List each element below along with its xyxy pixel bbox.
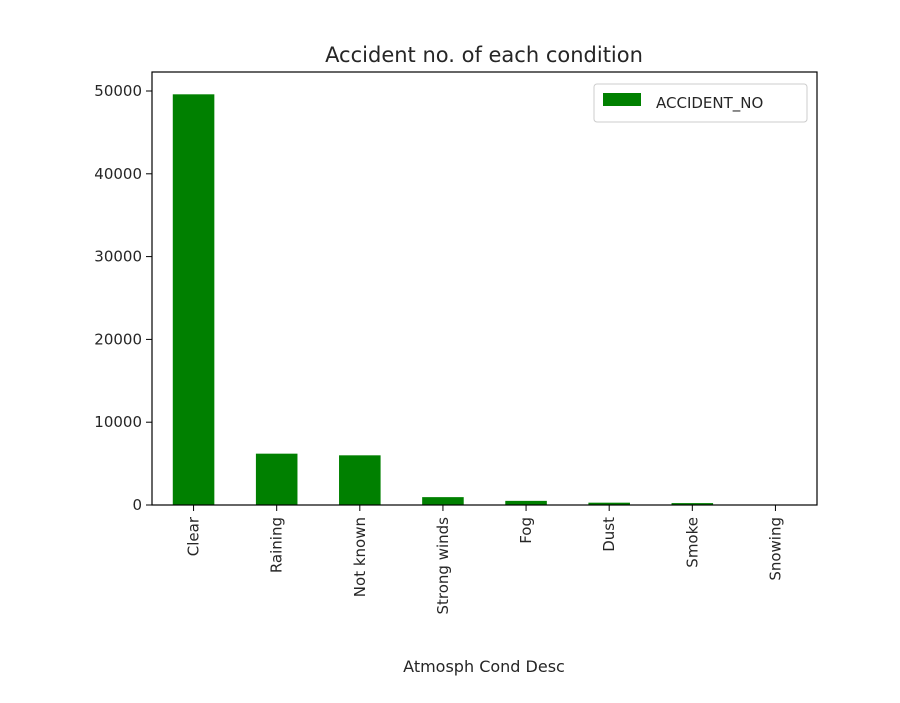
legend-label: ACCIDENT_NO xyxy=(656,94,763,113)
x-axis: Clear Raining Not known Strong winds Fog Dust… xyxy=(185,505,784,615)
bar-smoke xyxy=(671,503,714,505)
chart-title: Accident no. of each condition xyxy=(325,43,643,67)
bars-group xyxy=(172,94,797,505)
y-tick-label: 10000 xyxy=(94,413,142,431)
y-tick-label: 50000 xyxy=(94,82,142,100)
bar-strong-winds xyxy=(422,497,464,505)
x-tick-label: Dust xyxy=(600,517,618,552)
bar-not-known xyxy=(339,455,381,505)
plot-frame xyxy=(151,71,818,506)
x-tick-label: Strong winds xyxy=(434,517,452,615)
x-tick-label: Smoke xyxy=(683,517,701,568)
legend-swatch xyxy=(603,93,641,106)
bar-fog xyxy=(505,500,547,505)
legend-box xyxy=(593,83,808,123)
bar-clear xyxy=(172,94,215,505)
y-tick-label: 40000 xyxy=(94,165,142,183)
y-tick-label: 0 xyxy=(132,496,142,514)
y-axis: 0 10000 20000 30000 40000 50000 xyxy=(94,82,152,514)
x-tick-label: Fog xyxy=(517,517,535,544)
bar-dust xyxy=(588,502,630,505)
x-tick-label: Not known xyxy=(351,517,369,597)
y-tick-label: 30000 xyxy=(94,248,142,266)
bar-raining xyxy=(255,453,298,505)
x-tick-label: Snowing xyxy=(766,517,784,581)
legend: ACCIDENT_NO xyxy=(593,83,808,123)
x-tick-label: Clear xyxy=(185,516,203,556)
x-axis-label: Atmosph Cond Desc xyxy=(403,657,565,676)
y-tick-label: 20000 xyxy=(94,330,142,348)
x-tick-label: Raining xyxy=(268,517,286,573)
